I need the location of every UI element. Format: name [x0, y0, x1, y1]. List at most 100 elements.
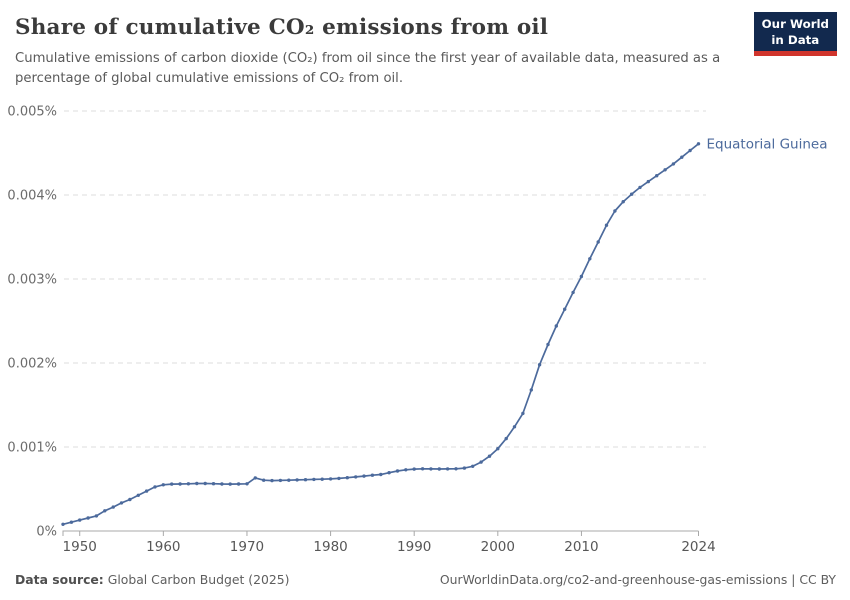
data-point-marker[interactable] [546, 342, 550, 347]
owid-logo[interactable]: Our World in Data [753, 12, 837, 57]
data-point-marker[interactable] [512, 425, 517, 429]
data-point-marker[interactable] [688, 148, 692, 153]
data-point-marker[interactable] [153, 485, 157, 489]
data-point-marker[interactable] [278, 478, 283, 483]
data-point-marker[interactable] [621, 200, 625, 204]
data-point-marker[interactable] [454, 467, 458, 471]
data-point-marker[interactable] [445, 467, 450, 471]
data-point-marker[interactable] [563, 307, 567, 311]
y-tick-label: 0.005% [7, 105, 57, 120]
data-point-marker[interactable] [161, 483, 165, 487]
data-point-marker[interactable] [663, 168, 667, 172]
data-point-marker[interactable] [429, 467, 433, 471]
data-point-marker[interactable] [471, 464, 475, 468]
data-point-marker[interactable] [521, 411, 525, 416]
data-point-marker[interactable] [379, 472, 383, 477]
x-tick-label: 1970 [230, 539, 264, 555]
data-point-marker[interactable] [103, 509, 107, 513]
data-point-marker[interactable] [504, 436, 508, 441]
data-point-marker[interactable] [696, 142, 701, 146]
data-point-marker[interactable] [629, 192, 634, 196]
series-label-equatorial-guinea[interactable]: Equatorial Guinea [707, 136, 828, 152]
data-point-marker[interactable] [420, 467, 425, 471]
y-tick-label: 0.002% [7, 357, 57, 372]
data-point-marker[interactable] [646, 179, 650, 184]
data-source-label: Data source: [15, 572, 104, 587]
data-point-marker[interactable] [186, 482, 191, 486]
data-point-marker[interactable] [537, 363, 542, 367]
data-point-marker[interactable] [604, 223, 609, 227]
license-link[interactable]: OurWorldinData.org/co2-and-greenhouse-ga… [439, 572, 836, 587]
data-point-marker[interactable] [178, 482, 182, 486]
x-tick-label: 1960 [146, 539, 180, 555]
data-point-marker[interactable] [119, 501, 124, 505]
data-point-marker[interactable] [228, 482, 232, 486]
data-point-marker[interactable] [69, 520, 74, 524]
data-point-marker[interactable] [412, 467, 416, 471]
data-point-marker[interactable] [596, 240, 600, 244]
data-point-marker[interactable] [195, 481, 199, 486]
data-point-marker[interactable] [220, 482, 224, 486]
data-point-marker[interactable] [111, 505, 115, 509]
owid-logo-line1: Our World [761, 17, 829, 31]
chart-header: Share of cumulative CO₂ emissions from o… [0, 0, 850, 89]
data-point-marker[interactable] [588, 257, 592, 261]
x-tick-label: 2024 [681, 539, 715, 555]
data-point-marker[interactable] [362, 474, 366, 478]
data-point-marker[interactable] [211, 482, 216, 486]
x-tick-label: 1990 [397, 539, 431, 555]
data-point-marker[interactable] [78, 518, 82, 522]
data-series-line[interactable] [62, 142, 700, 526]
chart-subtitle: Cumulative emissions of carbon dioxide (… [15, 51, 721, 86]
data-point-marker[interactable] [61, 522, 65, 526]
data-point-marker[interactable] [655, 174, 659, 178]
data-point-marker[interactable] [136, 493, 140, 497]
data-point-marker[interactable] [287, 478, 291, 482]
data-point-marker[interactable] [579, 274, 584, 279]
data-point-marker[interactable] [671, 162, 676, 166]
data-point-marker[interactable] [262, 478, 266, 482]
page-title: Share of cumulative CO₂ emissions from o… [15, 15, 549, 40]
data-point-marker[interactable] [86, 516, 90, 520]
data-point-marker[interactable] [487, 454, 492, 458]
data-point-marker[interactable] [328, 477, 333, 481]
x-tick-label: 1980 [313, 539, 347, 555]
data-point-marker[interactable] [529, 388, 533, 392]
data-point-marker[interactable] [203, 481, 207, 486]
data-point-marker[interactable] [345, 476, 349, 480]
data-point-marker[interactable] [437, 467, 441, 471]
data-point-marker[interactable] [571, 290, 575, 295]
data-point-marker[interactable] [554, 324, 558, 328]
data-point-marker[interactable] [94, 514, 99, 518]
data-point-marker[interactable] [312, 477, 316, 482]
data-source-value: Global Carbon Budget (2025) [103, 572, 290, 587]
data-point-marker[interactable] [236, 482, 241, 486]
data-point-marker[interactable] [638, 185, 642, 190]
data-point-marker[interactable] [337, 476, 341, 481]
y-tick-label: 0.003% [7, 273, 57, 288]
data-point-marker[interactable] [320, 477, 324, 481]
data-point-marker[interactable] [170, 482, 174, 486]
data-point-marker[interactable] [253, 476, 257, 480]
data-point-marker[interactable] [144, 489, 149, 493]
data-point-marker[interactable] [404, 468, 408, 472]
data-point-marker[interactable] [462, 466, 467, 470]
data-point-marker[interactable] [395, 469, 400, 473]
data-point-marker[interactable] [680, 155, 684, 159]
data-point-marker[interactable] [128, 497, 132, 502]
data-point-marker[interactable] [370, 473, 375, 477]
data-point-marker[interactable] [479, 460, 483, 464]
data-point-marker[interactable] [496, 447, 500, 451]
data-point-marker[interactable] [245, 482, 249, 486]
owid-logo-line2: in Data [771, 32, 820, 47]
x-tick-label: 1950 [63, 539, 97, 555]
chart-footer: Data source: Global Carbon Budget (2025)… [15, 572, 836, 587]
data-point-marker[interactable] [387, 471, 391, 475]
data-point-marker[interactable] [270, 478, 274, 483]
x-tick-label: 2000 [481, 539, 515, 555]
data-point-marker[interactable] [613, 209, 617, 213]
data-point-marker[interactable] [295, 478, 299, 482]
data-point-marker[interactable] [303, 478, 308, 482]
data-point-marker[interactable] [354, 475, 358, 479]
